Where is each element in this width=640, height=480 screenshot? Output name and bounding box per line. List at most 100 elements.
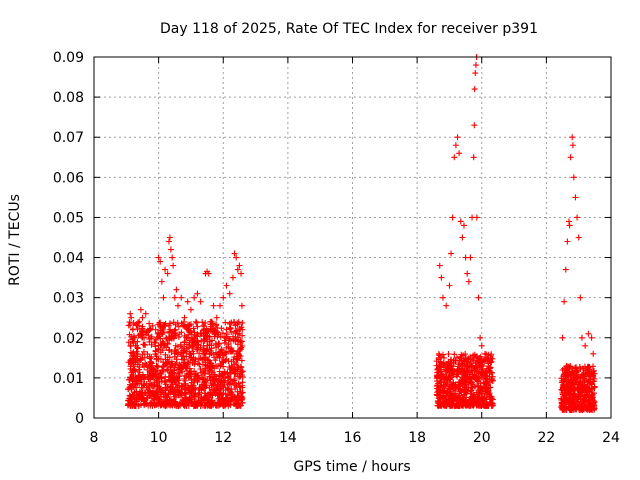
y-tick-label: 0.04 xyxy=(53,251,84,267)
data-point xyxy=(164,366,171,373)
data-point xyxy=(200,346,207,353)
data-point xyxy=(181,314,188,321)
data-point xyxy=(192,318,199,325)
data-point xyxy=(436,362,443,369)
data-point xyxy=(177,341,184,348)
data-point xyxy=(181,381,188,388)
data-point xyxy=(441,361,448,368)
data-point xyxy=(126,376,133,383)
data-point xyxy=(452,142,459,149)
data-point xyxy=(144,394,151,401)
data-point xyxy=(233,254,240,261)
data-point xyxy=(138,374,145,381)
data-point xyxy=(176,369,183,376)
data-point xyxy=(453,384,460,391)
data-point xyxy=(171,398,178,405)
data-point xyxy=(164,359,171,366)
data-point xyxy=(218,371,225,378)
data-point xyxy=(559,402,566,409)
data-point xyxy=(140,348,147,355)
data-point xyxy=(176,331,183,338)
data-point xyxy=(575,234,582,241)
data-point xyxy=(190,343,197,350)
data-point xyxy=(207,377,214,384)
data-point xyxy=(161,342,168,349)
data-point xyxy=(187,396,194,403)
x-axis-label: GPS time / hours xyxy=(293,459,410,475)
data-point xyxy=(234,331,241,338)
data-point xyxy=(157,258,164,265)
data-point xyxy=(181,323,188,330)
data-point xyxy=(191,393,198,400)
data-point xyxy=(239,382,246,389)
data-point xyxy=(133,321,140,328)
data-point xyxy=(148,341,155,348)
data-point xyxy=(477,398,484,405)
data-point xyxy=(450,357,457,364)
data-point xyxy=(455,402,462,409)
data-point xyxy=(572,381,579,388)
data-point xyxy=(170,391,177,398)
data-point xyxy=(168,335,175,342)
data-point xyxy=(219,352,226,359)
data-point xyxy=(217,360,224,367)
data-point xyxy=(453,394,460,401)
data-point xyxy=(151,339,158,346)
data-point xyxy=(582,371,589,378)
data-point xyxy=(131,367,138,374)
data-point xyxy=(169,254,176,261)
data-point xyxy=(167,320,174,327)
data-point xyxy=(229,365,236,372)
data-point xyxy=(215,331,222,338)
data-point xyxy=(223,282,230,289)
data-point xyxy=(172,326,179,333)
data-point xyxy=(204,328,211,335)
data-point xyxy=(572,372,579,379)
data-point xyxy=(128,314,135,321)
data-point xyxy=(231,361,238,368)
data-point xyxy=(215,351,222,358)
data-point xyxy=(155,346,162,353)
data-point xyxy=(237,368,244,375)
data-point xyxy=(197,355,204,362)
y-tick-label: 0.09 xyxy=(53,50,84,66)
data-point xyxy=(440,360,447,367)
data-point xyxy=(156,331,163,338)
data-point xyxy=(445,374,452,381)
data-point xyxy=(213,321,220,328)
data-point xyxy=(129,355,136,362)
data-point xyxy=(234,388,241,395)
data-point xyxy=(187,351,194,358)
data-point xyxy=(146,327,153,334)
data-point xyxy=(559,334,566,341)
data-point xyxy=(460,352,467,359)
data-point xyxy=(587,372,594,379)
data-point xyxy=(203,336,210,343)
data-point xyxy=(569,134,576,141)
data-point xyxy=(437,400,444,407)
data-point xyxy=(474,393,481,400)
data-point xyxy=(585,330,592,337)
data-point xyxy=(434,365,441,372)
data-point xyxy=(185,344,192,351)
data-point xyxy=(138,384,145,391)
data-point xyxy=(137,378,144,385)
y-tick-label: 0.03 xyxy=(53,291,84,307)
data-point xyxy=(216,354,223,361)
data-point xyxy=(445,350,452,357)
data-point xyxy=(213,344,220,351)
data-point xyxy=(174,351,181,358)
data-point xyxy=(228,345,235,352)
data-point xyxy=(238,369,245,376)
data-point xyxy=(476,361,483,368)
data-point xyxy=(562,389,569,396)
data-point xyxy=(463,360,470,367)
data-point xyxy=(434,374,441,381)
data-point xyxy=(582,397,589,404)
data-point xyxy=(172,381,179,388)
data-point xyxy=(202,319,209,326)
data-point xyxy=(195,400,202,407)
data-point xyxy=(141,354,148,361)
data-point xyxy=(202,354,209,361)
